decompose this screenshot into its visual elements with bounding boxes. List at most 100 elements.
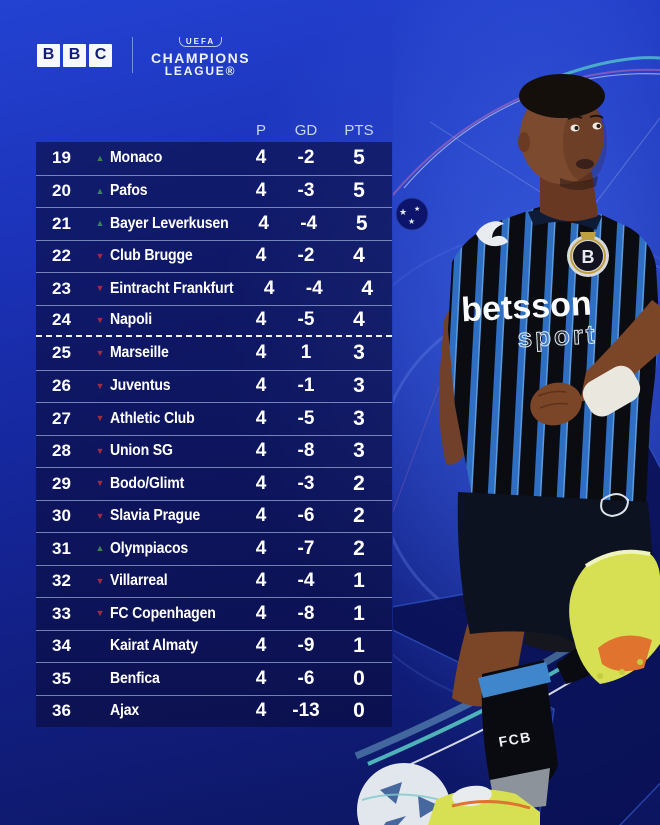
team-name: Villarreal — [110, 572, 168, 590]
points-value: 5 — [353, 146, 365, 170]
goal-difference-value: -4 — [305, 277, 323, 299]
team-name: Pafos — [110, 182, 148, 200]
bbc-letter-block: C — [89, 43, 112, 67]
table-row: 31 ▲ Olympiacos 4 -7 2 — [36, 532, 392, 565]
points-value: 4 — [353, 308, 365, 332]
ucl-logo: UEFA CHAMPIONS LEAGUE® — [151, 32, 250, 78]
team-name: FC Copenhagen — [110, 604, 216, 622]
player-figure: B betsson sport FCB — [428, 74, 660, 825]
col-points-label: PTS — [344, 121, 374, 139]
goal-difference-value: -8 — [297, 440, 315, 462]
table-row: 25 ▼ Marseille 4 1 3 — [36, 337, 392, 370]
table-row: 27 ▼ Athletic Club 4 -5 3 — [36, 402, 392, 435]
row-rank: 36 — [52, 701, 71, 721]
row-rank: 32 — [52, 571, 71, 591]
arrow-down-icon: ▼ — [95, 445, 105, 456]
played-value: 4 — [255, 602, 267, 624]
table-row: 24 ▼ Napoli 4 -5 4 — [36, 304, 392, 337]
played-value: 4 — [255, 667, 267, 689]
points-value: 1 — [353, 601, 365, 625]
table-row: 35 Benfica 4 -6 0 — [36, 662, 392, 695]
row-rank: 29 — [52, 473, 71, 493]
table-row: 19 ▲ Monaco 4 -2 5 — [36, 142, 392, 175]
played-value: 4 — [255, 537, 267, 559]
goal-difference-value: -13 — [292, 700, 320, 722]
arrow-down-icon: ▼ — [95, 575, 105, 586]
row-rank: 20 — [52, 181, 71, 201]
table-row: 21 ▲ Bayer Leverkusen 4 -4 5 — [36, 207, 392, 240]
arrow-down-icon: ▼ — [95, 250, 105, 261]
uefa-label: UEFA — [178, 37, 223, 48]
team-name: Club Brugge — [110, 247, 193, 265]
team-name: Benfica — [110, 669, 160, 687]
svg-text:★: ★ — [408, 217, 415, 226]
table-row: 23 ▼ Eintracht Frankfurt 4 -4 4 — [36, 272, 392, 305]
goal-difference-value: -5 — [297, 309, 315, 331]
team-name: Monaco — [110, 149, 163, 167]
col-goal-difference-label: GD — [294, 121, 318, 139]
row-rank: 35 — [52, 668, 71, 688]
wristband — [582, 365, 641, 417]
arrow-up-icon: ▲ — [95, 218, 105, 229]
played-value: 4 — [255, 700, 267, 722]
kit-maker-icon — [476, 221, 508, 247]
table-row: 26 ▼ Juventus 4 -1 3 — [36, 369, 392, 403]
played-value: 4 — [255, 342, 267, 364]
table-row: 22 ▼ Club Brugge 4 -2 4 — [36, 239, 392, 273]
standings-table: P GD PTS 19 ▲ Monaco 4 -2 5 20 ▲ Pafos 4… — [36, 118, 392, 727]
played-value: 4 — [255, 635, 267, 657]
goal-difference-value: -5 — [297, 407, 315, 429]
table-row: 34 Kairat Almaty 4 -9 1 — [36, 629, 392, 663]
bbc-letter-block: B — [37, 43, 60, 67]
starball-badge-icon: ★ ★ ★ — [395, 197, 429, 231]
club-crest: B — [567, 232, 609, 277]
crest-letter: B — [582, 247, 595, 267]
team-name: Napoli — [110, 311, 152, 329]
row-rank: 25 — [52, 343, 71, 363]
goal-difference-value: -6 — [297, 667, 315, 689]
table-row: 20 ▲ Pafos 4 -3 5 — [36, 174, 392, 208]
back-boot — [569, 549, 660, 684]
points-value: 4 — [353, 244, 365, 268]
arrow-down-icon: ▼ — [95, 608, 105, 619]
header: B B C UEFA CHAMPIONS LEAGUE® — [37, 32, 250, 78]
table-row: 36 Ajax 4 -13 0 — [36, 694, 392, 728]
player-shirt — [448, 204, 660, 505]
points-value: 4 — [361, 276, 374, 300]
played-value: 4 — [255, 309, 267, 331]
goal-difference-value: -7 — [297, 537, 315, 559]
goal-difference-value: -2 — [297, 245, 315, 267]
competition-name-line1: CHAMPIONS — [151, 49, 251, 66]
points-value: 1 — [353, 634, 365, 658]
row-rank: 27 — [52, 408, 71, 428]
goal-difference-value: -4 — [300, 212, 318, 234]
played-value: 4 — [255, 375, 267, 397]
arrow-down-icon: ▼ — [95, 314, 105, 325]
points-value: 3 — [353, 341, 365, 365]
header-divider — [132, 37, 133, 74]
shirt-sponsor-subtext: sport — [517, 319, 598, 353]
team-name: Marseille — [110, 344, 169, 362]
team-name: Ajax — [110, 702, 140, 720]
table-rows: 19 ▲ Monaco 4 -2 5 20 ▲ Pafos 4 -3 5 21 … — [36, 142, 392, 727]
goal-difference-value: -6 — [297, 505, 315, 527]
played-value: 4 — [258, 212, 269, 234]
sock-text: FCB — [497, 728, 533, 750]
team-name: Bodo/Glimt — [110, 474, 185, 492]
table-row: 28 ▼ Union SG 4 -8 3 — [36, 434, 392, 468]
played-value: 4 — [263, 277, 275, 299]
played-value: 4 — [255, 472, 267, 494]
played-value: 4 — [255, 407, 267, 429]
goal-difference-value: -2 — [297, 147, 315, 169]
row-rank: 31 — [52, 538, 71, 558]
points-value: 0 — [353, 666, 365, 690]
arrow-down-icon: ▼ — [95, 510, 105, 521]
row-rank: 30 — [52, 506, 71, 526]
col-played-label: P — [255, 121, 266, 139]
team-name: Olympiacos — [110, 539, 189, 557]
goal-difference-value: -9 — [297, 635, 315, 657]
points-value: 2 — [353, 504, 365, 528]
played-value: 4 — [255, 180, 267, 202]
team-name: Athletic Club — [110, 409, 195, 427]
